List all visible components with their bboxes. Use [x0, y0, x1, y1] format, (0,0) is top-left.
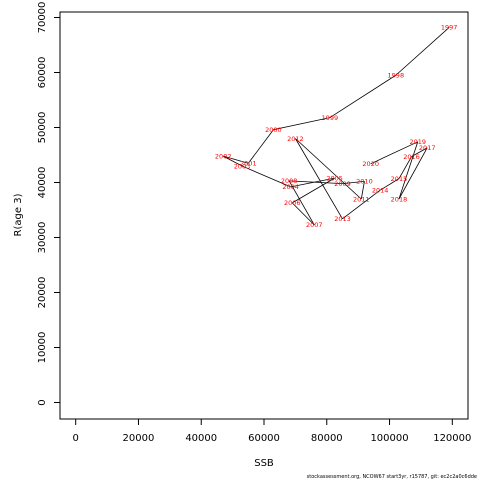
point-label-2002: 2002 [215, 152, 232, 160]
path-segment-2015-2016 [398, 156, 412, 179]
point-label-2017: 2017 [419, 144, 436, 152]
series-path [223, 27, 450, 226]
point-label-2000: 2000 [265, 126, 282, 134]
point-label-2016: 2016 [403, 153, 420, 161]
footnote: stockassessment.org, NCOW67 start3yr, r1… [307, 474, 477, 480]
point-label-2007: 2007 [306, 221, 323, 229]
x-tick-label: 0 [73, 433, 79, 444]
point-label-2009: 2009 [334, 180, 351, 188]
path-segment-2011-2012 [295, 138, 362, 200]
x-tick-label: 40000 [185, 433, 217, 444]
x-tick-label: 60000 [248, 433, 280, 444]
y-tick-label: 70000 [37, 2, 48, 34]
path-segment-2018-2019 [398, 141, 419, 200]
point-label-1997: 1997 [441, 24, 458, 32]
point-label-2006: 2006 [284, 199, 301, 207]
path-segment-2014-2015 [379, 178, 400, 191]
path-segment-2008-2009 [289, 180, 343, 184]
point-label-2013: 2013 [334, 215, 351, 223]
path-segment-2012-2013 [295, 138, 343, 220]
x-axis-title: SSB [254, 458, 274, 469]
point-label-2010: 2010 [356, 178, 373, 186]
y-tick-label: 0 [37, 399, 48, 405]
path-segment-1999-2000 [273, 117, 330, 131]
path-segment-2010-2011 [360, 181, 365, 200]
point-label-2005: 2005 [326, 174, 343, 182]
x-tick-label: 20000 [123, 433, 155, 444]
path-segment-2013-2014 [342, 189, 381, 220]
path-segment-2004-2005 [290, 177, 335, 188]
x-tick-label: 100000 [370, 433, 408, 444]
point-label-2014: 2014 [372, 187, 389, 195]
point-label-2008: 2008 [281, 177, 298, 185]
point-label-1998: 1998 [388, 72, 405, 80]
x-axis: 0 20000 40000 60000 80000 100000 120000 [73, 419, 471, 444]
point-label-2011: 2011 [353, 195, 370, 203]
y-tick-label: 20000 [37, 277, 48, 309]
y-axis: 0 10000 20000 30000 40000 50000 60000 70000 [37, 2, 60, 406]
path-segment-2019-2020 [370, 141, 418, 165]
y-tick-label: 60000 [37, 57, 48, 89]
y-axis-title: R(age 3) [13, 193, 24, 236]
point-label-2003: 2003 [234, 162, 251, 170]
path-segment-2001-2002 [223, 155, 249, 164]
path-segment-1998-1999 [329, 74, 397, 118]
point-label-2001: 2001 [240, 160, 257, 168]
path-segment-2007-2008 [288, 180, 315, 226]
path-segment-2006-2007 [291, 202, 315, 226]
point-label-1999: 1999 [322, 114, 339, 122]
y-tick-label: 50000 [37, 112, 48, 144]
point-label-2020: 2020 [362, 160, 379, 168]
path-segment-2016-2017 [411, 147, 428, 157]
path-segment-1997-1998 [395, 27, 450, 76]
path-segment-2003-2004 [241, 165, 291, 188]
point-label-2019: 2019 [410, 138, 427, 146]
y-tick-label: 30000 [37, 222, 48, 254]
point-label-2018: 2018 [391, 195, 408, 203]
path-segment-2002-2003 [223, 155, 243, 167]
x-tick-label: 120000 [433, 433, 471, 444]
y-tick-label: 40000 [37, 167, 48, 199]
point-label-2012: 2012 [287, 135, 304, 143]
path-segment-2009-2010 [342, 181, 365, 184]
path-segment-2017-2018 [398, 147, 428, 200]
x-tick-label: 80000 [311, 433, 343, 444]
plot-frame [59, 11, 469, 420]
y-tick-label: 10000 [37, 332, 48, 364]
path-segment-2000-2001 [247, 129, 274, 164]
point-label-2004: 2004 [282, 183, 299, 191]
point-label-2015: 2015 [391, 175, 408, 183]
